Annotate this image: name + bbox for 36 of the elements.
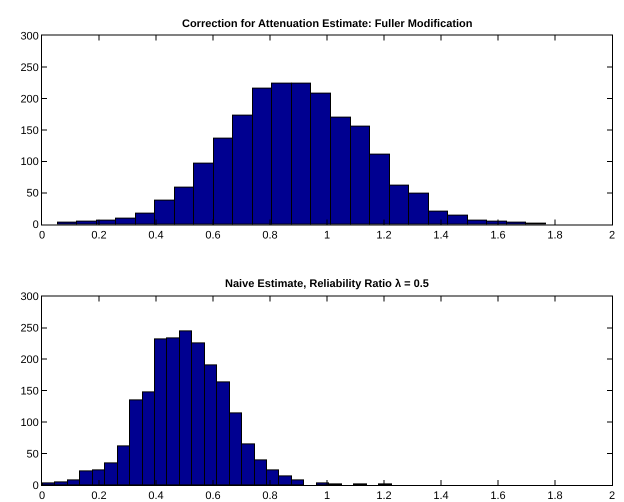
x-tick-label: 1.8 [547, 229, 563, 242]
x-tick-label: 1.8 [547, 490, 563, 502]
x-tick-label: 0.2 [91, 229, 107, 242]
y-tick-label: 250 [20, 62, 39, 74]
y-tick-label: 300 [20, 30, 39, 42]
chart-title: Naive Estimate, Reliability Ratio λ = 0.5 [225, 278, 429, 290]
x-tick-label: 1.6 [490, 490, 506, 502]
y-tick-label: 100 [20, 156, 39, 168]
x-tick-label: 0.6 [205, 490, 221, 502]
y-tick-label: 200 [20, 354, 39, 366]
x-tick-label: 1.2 [376, 490, 392, 502]
y-tick-label: 250 [20, 322, 39, 335]
x-tick-label: 0.2 [91, 490, 107, 502]
y-tick-label: 300 [20, 291, 39, 304]
y-tick-label: 50 [26, 188, 39, 200]
y-tick-label: 200 [20, 93, 39, 106]
x-tick-label: 0.4 [148, 229, 164, 242]
y-tick-label: 0 [32, 219, 39, 232]
y-tick-label: 0 [32, 480, 39, 492]
x-tick-label: 2 [608, 229, 616, 242]
x-tick-label: 0.8 [262, 490, 278, 502]
x-tick-label: 0.6 [205, 229, 221, 242]
x-tick-label: 1.6 [490, 229, 506, 242]
x-tick-label: 2 [608, 490, 616, 502]
x-tick-label: 1.2 [376, 229, 392, 242]
x-tick-label: 0.8 [262, 229, 278, 242]
x-tick-label: 1.4 [433, 229, 449, 242]
y-tick-label: 150 [20, 124, 39, 137]
x-tick-label: 1 [324, 490, 330, 502]
x-tick-label: 1.4 [433, 490, 449, 502]
y-tick-label: 100 [20, 416, 39, 429]
y-tick-label: 50 [26, 448, 39, 460]
x-tick-label: 0.4 [148, 490, 164, 502]
x-tick-label: 1 [324, 229, 330, 242]
chart-title: Correction for Attenuation Estimate: Fuller Modification [182, 18, 473, 30]
y-tick-label: 150 [20, 386, 39, 398]
